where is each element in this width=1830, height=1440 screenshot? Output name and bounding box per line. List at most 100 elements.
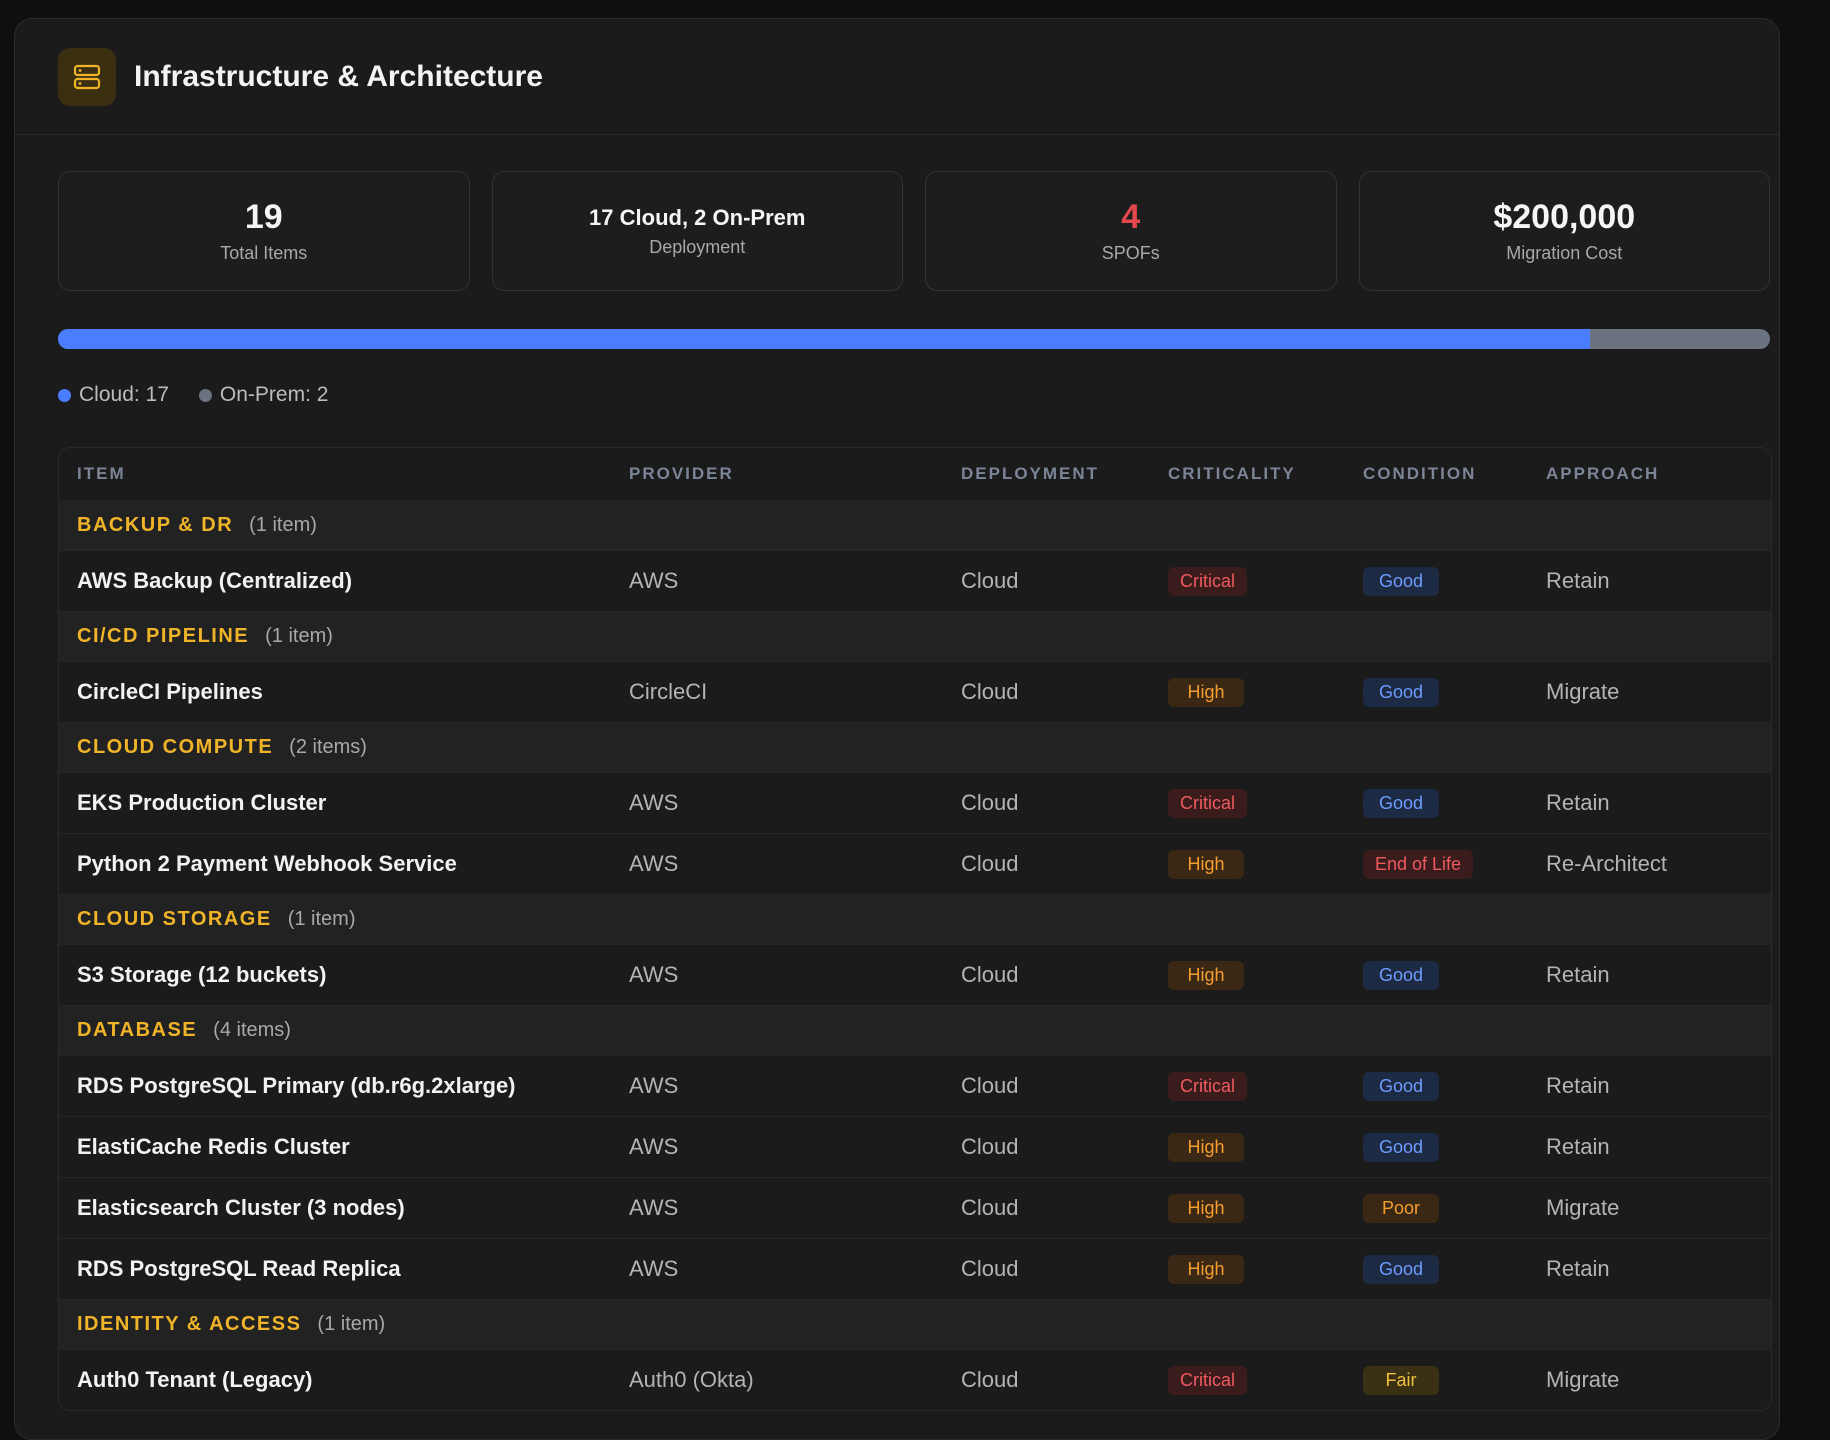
table-row[interactable]: RDS PostgreSQL Read Replica AWS Cloud High G… [59,1238,1771,1299]
condition-badge: Fair [1363,1365,1439,1395]
cell-item: Auth0 Tenant (Legacy) [77,1367,313,1392]
table-group-header[interactable]: CLOUD STORAGE (1 item) [59,894,1771,944]
table-body: BACKUP & DR (1 item) AWS Backup (Centraliz… [59,500,1771,1410]
cell-item: AWS Backup (Centralized) [77,568,353,593]
cell-approach: Migrate [1546,1195,1620,1220]
condition-badge: Good [1363,1071,1439,1101]
table-group-header[interactable]: BACKUP & DR (1 item) [59,500,1771,550]
cell-deployment: Cloud [961,1195,1019,1220]
group-count: (4 items) [213,1019,291,1041]
cell-item: Python 2 Payment Webhook Service [77,851,457,876]
cell-deployment: Cloud [961,790,1019,815]
cell-approach: Retain [1546,790,1610,815]
column-header-criticality[interactable]: CRITICALITY [1168,464,1296,483]
stat-label: Deployment [649,236,746,257]
server-icon [58,47,116,106]
cell-deployment: Cloud [961,679,1019,704]
criticality-badge: High [1168,677,1244,707]
cell-deployment: Cloud [961,1134,1019,1159]
criticality-badge: High [1168,1132,1244,1162]
table-group-header[interactable]: CLOUD COMPUTE (2 items) [59,722,1771,772]
cell-deployment: Cloud [961,1367,1019,1392]
group-name: BACKUP & DR [77,514,234,536]
legend-dot-icon [198,388,212,402]
criticality-badge: High [1168,849,1244,879]
table-row[interactable]: EKS Production Cluster AWS Cloud Critical Go… [59,772,1771,833]
condition-badge: End of Life [1363,849,1474,879]
deployment-legend: Cloud: 17 On-Prem: 2 [58,383,328,407]
cell-deployment: Cloud [961,1256,1019,1281]
criticality-badge: High [1168,1254,1244,1284]
cell-deployment: Cloud [961,962,1019,987]
column-header-approach[interactable]: APPROACH [1546,464,1660,483]
condition-badge: Poor [1363,1193,1439,1223]
cell-item: ElastiCache Redis Cluster [77,1134,350,1159]
condition-badge: Good [1363,677,1439,707]
cell-provider: AWS [629,962,679,987]
group-name: IDENTITY & ACCESS [77,1313,302,1335]
cell-approach: Migrate [1546,1367,1620,1392]
legend-dot-icon [58,388,71,402]
stats-row: 19 Total Items 17 Cloud, 2 On-Prem Deplo… [58,171,1770,291]
cell-approach: Retain [1546,568,1610,593]
panel-header: Infrastructure & Architecture [15,19,1779,135]
group-count: (2 items) [289,736,367,758]
criticality-badge: Critical [1168,1071,1248,1101]
stat-label: Total Items [220,243,308,263]
cell-provider: AWS [629,1256,679,1281]
table-group-header[interactable]: CI/CD PIPELINE (1 item) [59,611,1771,661]
cell-approach: Retain [1546,1256,1610,1281]
cell-provider: AWS [629,1195,679,1220]
stat-total-items: 19 Total Items [58,171,470,291]
group-name: DATABASE [77,1019,198,1041]
table-row[interactable]: CircleCI Pipelines CircleCI Cloud High Good M… [59,661,1771,722]
table-row[interactable]: Elasticsearch Cluster (3 nodes) AWS Cloud H… [59,1177,1771,1238]
legend-on-prem: On-Prem: 2 [198,383,329,407]
group-name: CLOUD STORAGE [77,908,272,930]
stat-value: 4 [1121,198,1141,236]
cell-item: EKS Production Cluster [77,790,327,815]
infrastructure-table: ITEM PROVIDER DEPLOYMENT CRITICALITY CON… [58,447,1772,1411]
condition-badge: Good [1363,1254,1439,1284]
group-name: CI/CD PIPELINE [77,625,250,647]
cell-approach: Retain [1546,962,1610,987]
cell-approach: Migrate [1546,679,1620,704]
group-count: (1 item) [317,1313,386,1335]
table-row[interactable]: Python 2 Payment Webhook Service AWS Cloud… [59,833,1771,894]
cell-approach: Retain [1546,1073,1610,1098]
legend-cloud: Cloud: 17 [58,383,169,407]
criticality-badge: Critical [1168,1365,1248,1395]
column-header-condition[interactable]: CONDITION [1363,464,1477,483]
stat-label: Migration Cost [1506,243,1623,263]
table-row[interactable]: S3 Storage (12 buckets) AWS Cloud High Good R… [59,944,1771,1005]
criticality-badge: High [1168,960,1244,990]
table-row[interactable]: RDS PostgreSQL Primary (db.r6g.2xlarge) A… [59,1055,1771,1116]
stat-deployment: 17 Cloud, 2 On-Prem Deployment [491,171,903,291]
table-group-header[interactable]: DATABASE (4 items) [59,1005,1771,1055]
cell-provider: AWS [629,851,679,876]
table-row[interactable]: AWS Backup (Centralized) AWS Cloud Critical… [59,550,1771,611]
stat-spofs: 4 SPOFs [925,171,1337,291]
cell-provider: AWS [629,790,679,815]
group-name: CLOUD COMPUTE [77,736,274,758]
cell-item: CircleCI Pipelines [77,679,263,704]
group-count: (1 item) [265,625,333,647]
column-header-item[interactable]: ITEM [77,464,126,483]
group-count: (1 item) [249,514,317,536]
legend-on-prem-label: On-Prem: 2 [219,383,329,406]
column-header-provider[interactable]: PROVIDER [629,464,734,483]
page-title: Infrastructure & Architecture [134,59,543,93]
table-row[interactable]: ElastiCache Redis Cluster AWS Cloud High Goo… [59,1116,1771,1177]
table-row[interactable]: Auth0 Tenant (Legacy) Auth0 (Okta) Cloud Cr… [59,1349,1771,1410]
table-group-header[interactable]: IDENTITY & ACCESS (1 item) [59,1299,1771,1349]
deployment-progress-bar [58,329,1770,349]
condition-badge: Good [1363,960,1439,990]
cell-deployment: Cloud [961,851,1019,876]
cell-approach: Re-Architect [1546,851,1668,876]
cell-provider: Auth0 (Okta) [629,1367,754,1392]
cell-item: RDS PostgreSQL Read Replica [77,1256,401,1281]
condition-badge: Good [1363,566,1439,596]
column-header-deployment[interactable]: DEPLOYMENT [961,464,1100,483]
table-header: ITEM PROVIDER DEPLOYMENT CRITICALITY CON… [59,448,1771,500]
stat-label: SPOFs [1101,243,1160,263]
